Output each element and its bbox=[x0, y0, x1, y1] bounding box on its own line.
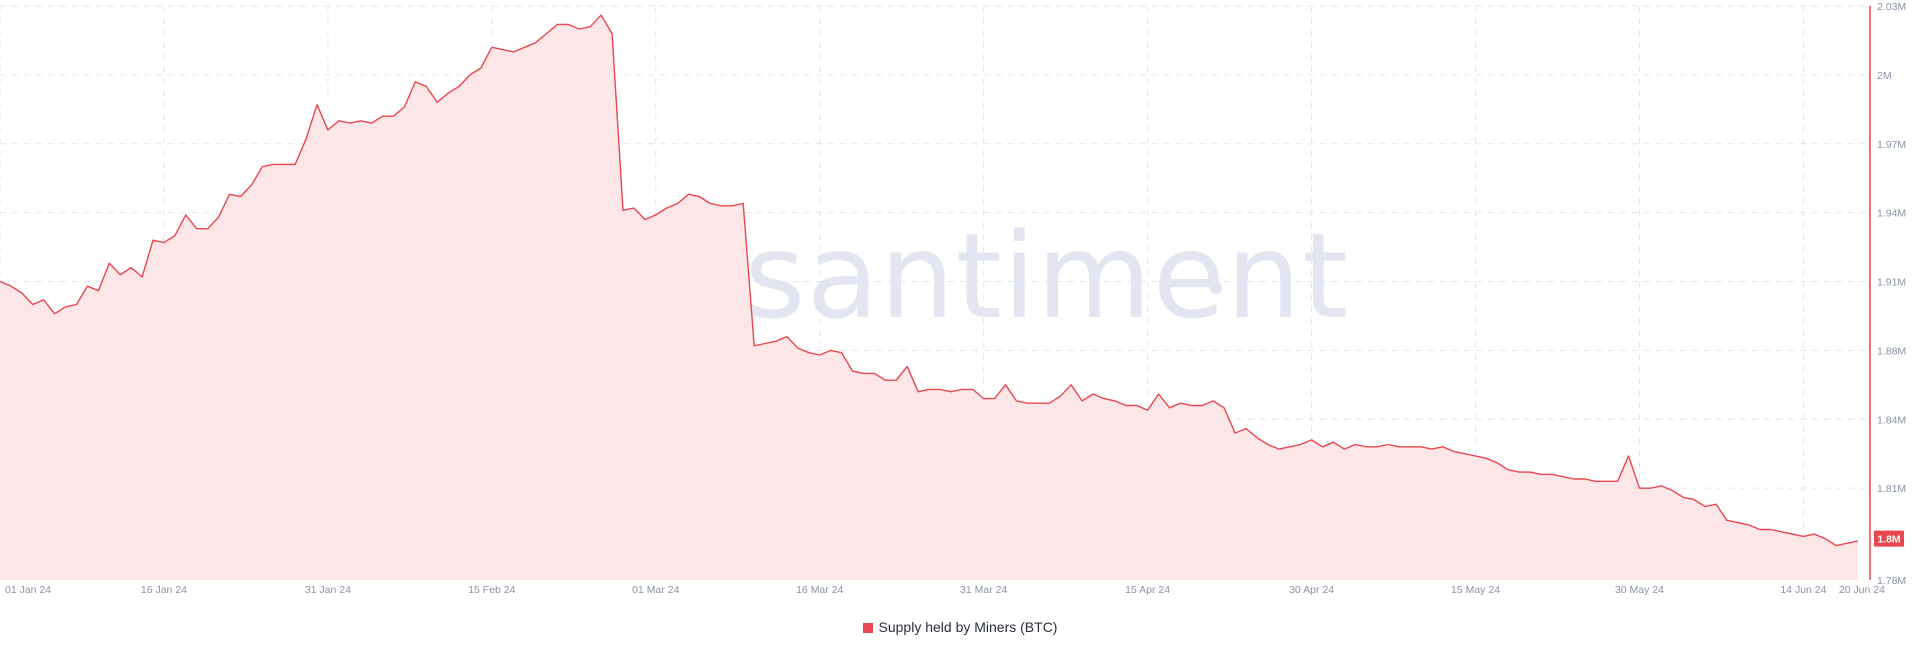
current-value-badge bbox=[1874, 530, 1904, 547]
x-tick-label: 01 Jan 24 bbox=[5, 584, 51, 596]
y-tick-label: 1.84M bbox=[1877, 414, 1906, 426]
watermark: santiment bbox=[744, 207, 1349, 345]
x-tick-label: 14 Jun 24 bbox=[1780, 584, 1826, 596]
y-tick-label: 2M bbox=[1877, 70, 1892, 82]
watermark-group: santiment bbox=[725, 207, 1349, 345]
x-tick-label: 15 Apr 24 bbox=[1125, 584, 1170, 596]
y-tick-label: 1.91M bbox=[1877, 277, 1906, 289]
y-tick-label: 1.78M bbox=[1877, 575, 1906, 587]
y-tick-label: 2.03M bbox=[1877, 1, 1906, 13]
series-layer bbox=[0, 14, 1859, 580]
x-tick-label: 30 May 24 bbox=[1615, 584, 1664, 596]
x-tick-label: 20 Jun 24 bbox=[1839, 584, 1885, 596]
legend-swatch bbox=[862, 623, 873, 633]
x-tick-label: 16 Mar 24 bbox=[796, 584, 843, 596]
watermark-dot-right bbox=[1210, 282, 1222, 294]
y-tick-label: 1.81M bbox=[1877, 483, 1906, 495]
y-tick-label: 1.97M bbox=[1877, 139, 1906, 151]
x-tick-label: 31 Jan 24 bbox=[305, 584, 351, 596]
x-tick-label: 15 Feb 24 bbox=[468, 584, 515, 596]
x-tick-label: 31 Mar 24 bbox=[960, 584, 1007, 596]
series-line bbox=[0, 14, 1859, 547]
y-tick-label: 1.94M bbox=[1877, 208, 1906, 220]
current-value-label: 1.8M bbox=[1877, 534, 1901, 546]
legend-label: Supply held by Miners (BTC) bbox=[878, 619, 1058, 635]
x-tick-label: 16 Jan 24 bbox=[141, 584, 187, 596]
x-tick-label: 15 May 24 bbox=[1451, 584, 1500, 596]
legend[interactable]: Supply held by Miners (BTC) bbox=[0, 619, 1920, 635]
y-tick-label: 1.88M bbox=[1877, 345, 1906, 357]
series-area bbox=[0, 15, 1859, 580]
x-tick-label: 01 Mar 24 bbox=[632, 584, 679, 596]
axis-layer: 2.03M 2M 1.97M 1.94M 1.91M 1.88M 1.84M 1.81M 1.7… bbox=[5, 1, 1906, 596]
x-tick-label: 30 Apr 24 bbox=[1289, 584, 1334, 596]
